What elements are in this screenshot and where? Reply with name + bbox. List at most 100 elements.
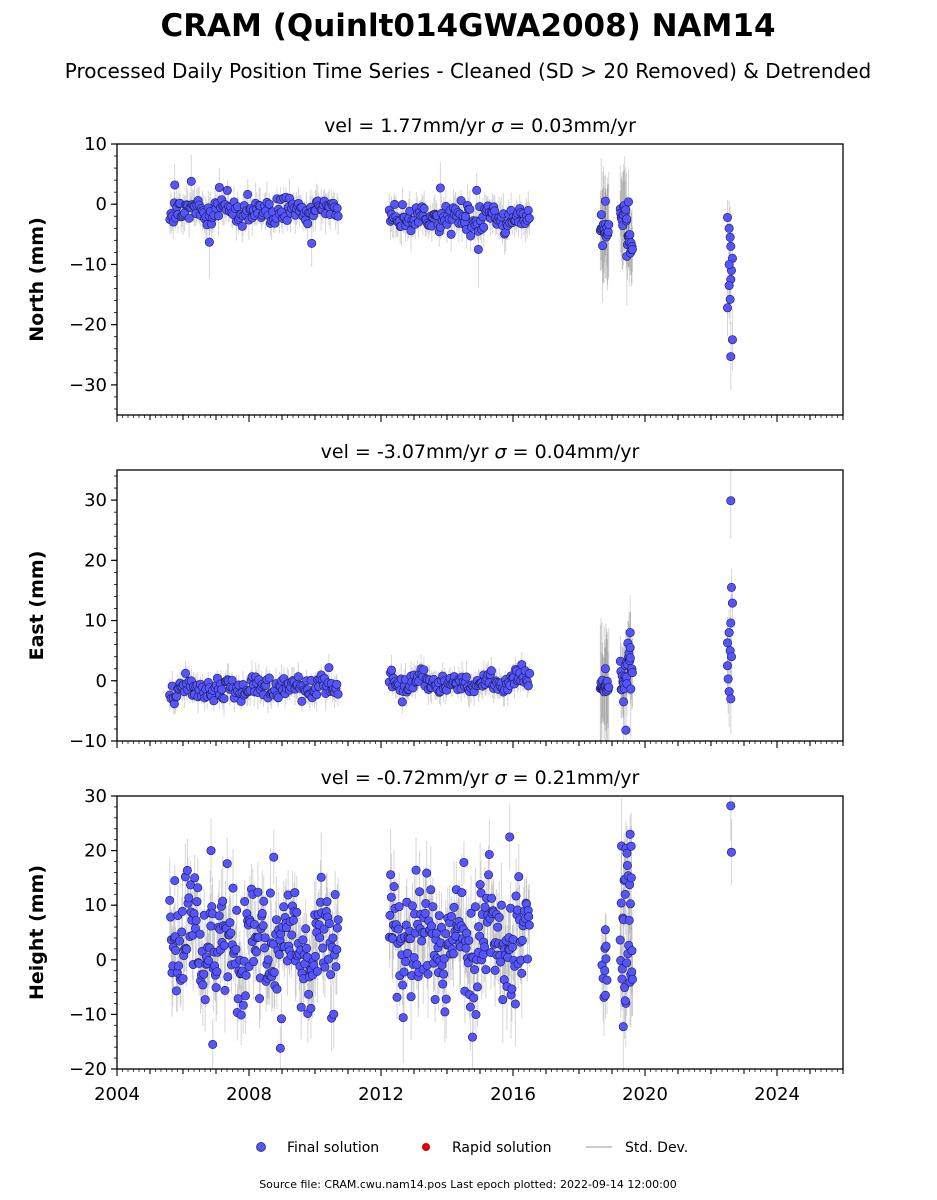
- data-point: [385, 910, 395, 920]
- data-point: [616, 898, 626, 908]
- data-point: [725, 232, 735, 242]
- data-point: [173, 961, 183, 971]
- data-point: [495, 957, 505, 967]
- data-point: [195, 929, 205, 939]
- data-point: [600, 925, 610, 935]
- data-point: [238, 1000, 248, 1010]
- data-point: [522, 954, 532, 964]
- data-point: [282, 215, 292, 225]
- data-point: [319, 924, 329, 934]
- data-points: [165, 496, 737, 735]
- data-point: [322, 897, 332, 907]
- data-point: [622, 214, 632, 224]
- data-point: [438, 979, 448, 989]
- data-point: [419, 665, 429, 675]
- data-point: [386, 892, 396, 902]
- data-point: [448, 949, 458, 959]
- data-point: [318, 943, 328, 953]
- y-tick-label: −20: [69, 315, 107, 336]
- panel-north: vel = 1.77mm/yr σ = 0.03mm/yr North (mm) 1…: [26, 115, 844, 422]
- data-point: [505, 832, 515, 842]
- data-point: [310, 951, 320, 961]
- source-footer: Source file: CRAM.cwu.nam14.pos Last epo…: [259, 1178, 677, 1191]
- y-tick-label: 30: [84, 786, 107, 807]
- data-point: [727, 335, 737, 345]
- data-point: [398, 1013, 408, 1023]
- y-tick-label: −30: [69, 375, 107, 396]
- data-point: [600, 990, 610, 1000]
- data-point: [279, 902, 289, 912]
- data-point: [474, 922, 484, 932]
- data-point: [523, 205, 533, 215]
- data-point: [211, 983, 221, 993]
- data-point: [727, 598, 737, 608]
- data-point: [435, 183, 445, 193]
- data-point: [251, 947, 261, 957]
- data-point: [331, 962, 341, 972]
- data-point: [601, 954, 611, 964]
- data-point: [620, 983, 630, 993]
- data-point: [722, 303, 732, 313]
- data-point: [333, 915, 343, 925]
- y-tick-label: −20: [69, 1059, 107, 1080]
- data-point: [171, 986, 181, 996]
- data-point: [249, 957, 259, 967]
- data-point: [726, 847, 736, 857]
- data-point: [446, 911, 456, 921]
- data-point: [470, 965, 480, 975]
- y-tick-label: 10: [84, 895, 107, 916]
- data-point: [260, 933, 270, 943]
- data-point: [626, 873, 636, 883]
- data-point: [726, 241, 736, 251]
- data-point: [213, 211, 223, 221]
- data-point: [626, 841, 636, 851]
- y-tick-label: 0: [96, 194, 107, 215]
- panel-velocity: vel = -0.72mm/yr: [321, 767, 495, 789]
- data-point: [198, 980, 208, 990]
- data-point: [490, 965, 500, 975]
- data-point: [332, 203, 342, 213]
- panel-velocity: vel = -3.07mm/yr: [321, 441, 495, 463]
- data-point: [269, 852, 279, 862]
- data-point: [622, 848, 632, 858]
- panel-east: vel = -3.07mm/yr σ = 0.04mm/yr East (mm) 3…: [26, 441, 844, 752]
- data-point: [473, 244, 483, 254]
- data-point: [498, 995, 508, 1005]
- panel-title: vel = -3.07mm/yr σ = 0.04mm/yr: [321, 441, 640, 463]
- data-point: [332, 923, 342, 933]
- data-points: [165, 176, 737, 362]
- data-point: [275, 1043, 285, 1053]
- data-point: [461, 943, 471, 953]
- data-point: [269, 967, 279, 977]
- data-point: [596, 210, 606, 220]
- data-point: [625, 653, 635, 663]
- legend: Final solution Rapid solution Std. Dev.: [256, 1140, 688, 1156]
- data-point: [620, 889, 630, 899]
- x-tick-label: 2024: [754, 1084, 800, 1105]
- data-point: [617, 964, 627, 974]
- y-tick-label: −10: [69, 254, 107, 275]
- data-point: [192, 897, 202, 907]
- data-point: [525, 668, 535, 678]
- data-point: [228, 883, 238, 893]
- data-point: [304, 989, 314, 999]
- data-point: [302, 943, 312, 953]
- data-point: [390, 199, 400, 209]
- data-point: [465, 204, 475, 214]
- data-point: [726, 694, 736, 704]
- data-point: [296, 1002, 306, 1012]
- data-point: [478, 950, 488, 960]
- panel-height: vel = -0.72mm/yr σ = 0.21mm/yr Height (mm…: [26, 767, 844, 1105]
- data-point: [225, 918, 235, 928]
- data-point: [726, 618, 736, 628]
- data-point: [290, 888, 300, 898]
- data-point: [166, 912, 176, 922]
- legend-final-marker: [256, 1142, 266, 1152]
- data-point: [517, 935, 527, 945]
- x-tick-label: 2012: [358, 1084, 404, 1105]
- y-tick-label: 10: [84, 611, 107, 632]
- data-point: [394, 902, 404, 912]
- data-point: [231, 944, 241, 954]
- data-point: [389, 882, 399, 892]
- data-point: [287, 930, 297, 940]
